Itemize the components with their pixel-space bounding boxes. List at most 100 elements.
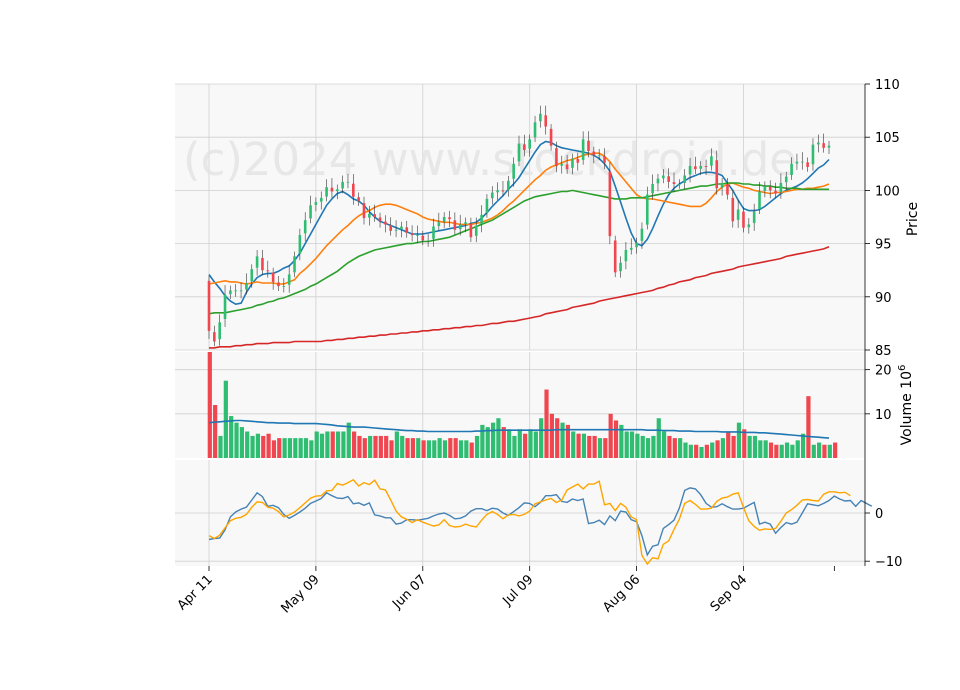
volume-bar xyxy=(699,446,704,458)
volume-bar xyxy=(528,429,533,458)
candle-body xyxy=(410,233,414,236)
volume-bar xyxy=(651,435,656,458)
volume-bar xyxy=(239,427,244,458)
candle-body xyxy=(319,197,323,202)
candle-body xyxy=(581,139,585,160)
candle-body xyxy=(656,178,660,184)
volume-bar xyxy=(335,431,341,458)
candle-body xyxy=(710,156,713,166)
volume-bar xyxy=(822,444,827,458)
volume-bar xyxy=(234,422,239,458)
volume-bar xyxy=(806,396,811,458)
volume-bar xyxy=(763,440,768,458)
volume-bar xyxy=(229,416,234,458)
volume-bar xyxy=(539,418,544,458)
candle-body xyxy=(362,203,366,219)
candle-body xyxy=(555,148,558,166)
candle-body xyxy=(790,163,793,176)
candle-body xyxy=(341,181,344,189)
candle-body xyxy=(645,194,649,225)
volume-bar xyxy=(731,435,736,458)
volume-bar xyxy=(779,444,784,458)
candle-body xyxy=(207,280,211,331)
price-axis-label: Price xyxy=(905,202,921,236)
candle-body xyxy=(779,182,783,193)
candle-body xyxy=(325,187,328,197)
volume-axis-label-exponent: 6 xyxy=(897,365,908,371)
volume-bar xyxy=(662,431,667,458)
candle-body xyxy=(245,282,248,290)
volume-bar xyxy=(250,435,255,458)
x-tick-label: Jul 09 xyxy=(499,572,536,609)
volume-bar xyxy=(432,440,437,458)
volume-bar xyxy=(720,438,726,458)
candle-body xyxy=(485,198,489,213)
volume-bar xyxy=(544,389,549,458)
volume-bar xyxy=(448,438,453,458)
indicator-tick-label: 0 xyxy=(875,507,883,522)
price-tick-label: 100 xyxy=(875,184,900,199)
candle-body xyxy=(662,175,665,179)
candle-body xyxy=(458,224,462,230)
volume-tick-label: 10 xyxy=(875,408,892,423)
volume-bar xyxy=(458,440,464,458)
volume-bar xyxy=(405,438,410,458)
volume-bar xyxy=(325,431,330,458)
candle-body xyxy=(373,214,376,217)
volume-bar xyxy=(309,440,314,458)
candle-body xyxy=(822,143,825,148)
volume-bar xyxy=(678,438,683,458)
candle-body xyxy=(298,235,302,254)
volume-bar xyxy=(581,433,587,458)
volume-bar xyxy=(672,438,677,458)
x-tick-label: May 09 xyxy=(278,572,322,616)
candle-body xyxy=(774,190,777,194)
volume-bar xyxy=(400,435,405,458)
candle-body xyxy=(742,211,745,228)
volume-bar xyxy=(597,438,603,458)
candle-body xyxy=(533,122,537,138)
candle-body xyxy=(330,187,334,192)
volume-bar xyxy=(645,438,651,458)
volume-bar xyxy=(261,435,266,458)
candle-body xyxy=(421,235,425,241)
volume-bar xyxy=(784,442,790,458)
volume-bar xyxy=(667,435,672,458)
candle-body xyxy=(448,217,451,220)
candle-body xyxy=(827,145,831,148)
candle-body xyxy=(688,165,692,175)
moving-average-line-4 xyxy=(209,246,830,349)
volume-bar xyxy=(833,442,838,458)
volume-average-line xyxy=(208,419,830,439)
candle-body xyxy=(800,161,804,163)
candle-body xyxy=(357,197,360,202)
volume-bar xyxy=(640,435,645,458)
candle-body xyxy=(768,186,772,191)
indicator-panel xyxy=(208,478,873,566)
volume-bar xyxy=(255,433,261,458)
volume-bar xyxy=(587,435,592,458)
candle-body xyxy=(266,270,270,272)
volume-bar xyxy=(555,418,560,458)
candle-body xyxy=(528,139,531,149)
candle-body xyxy=(474,225,478,236)
volume-bar xyxy=(501,427,506,458)
volume-bar xyxy=(694,444,699,458)
volume-bar xyxy=(571,431,576,458)
candle-body xyxy=(368,213,371,218)
volume-bar xyxy=(357,435,362,458)
candle-body xyxy=(699,165,703,169)
moving-average-line-3 xyxy=(208,182,829,315)
volume-bar xyxy=(426,440,432,458)
volume-bar xyxy=(410,438,416,458)
volume-bar xyxy=(207,352,212,458)
volume-bar xyxy=(747,435,752,458)
candle-body xyxy=(539,113,542,122)
candle-body xyxy=(309,205,312,219)
candle-body xyxy=(277,282,280,287)
volume-bar xyxy=(742,429,747,458)
volume-bar xyxy=(710,442,715,458)
volume-bar xyxy=(480,424,485,458)
volume-bar xyxy=(592,435,597,458)
volume-bar xyxy=(811,444,816,458)
